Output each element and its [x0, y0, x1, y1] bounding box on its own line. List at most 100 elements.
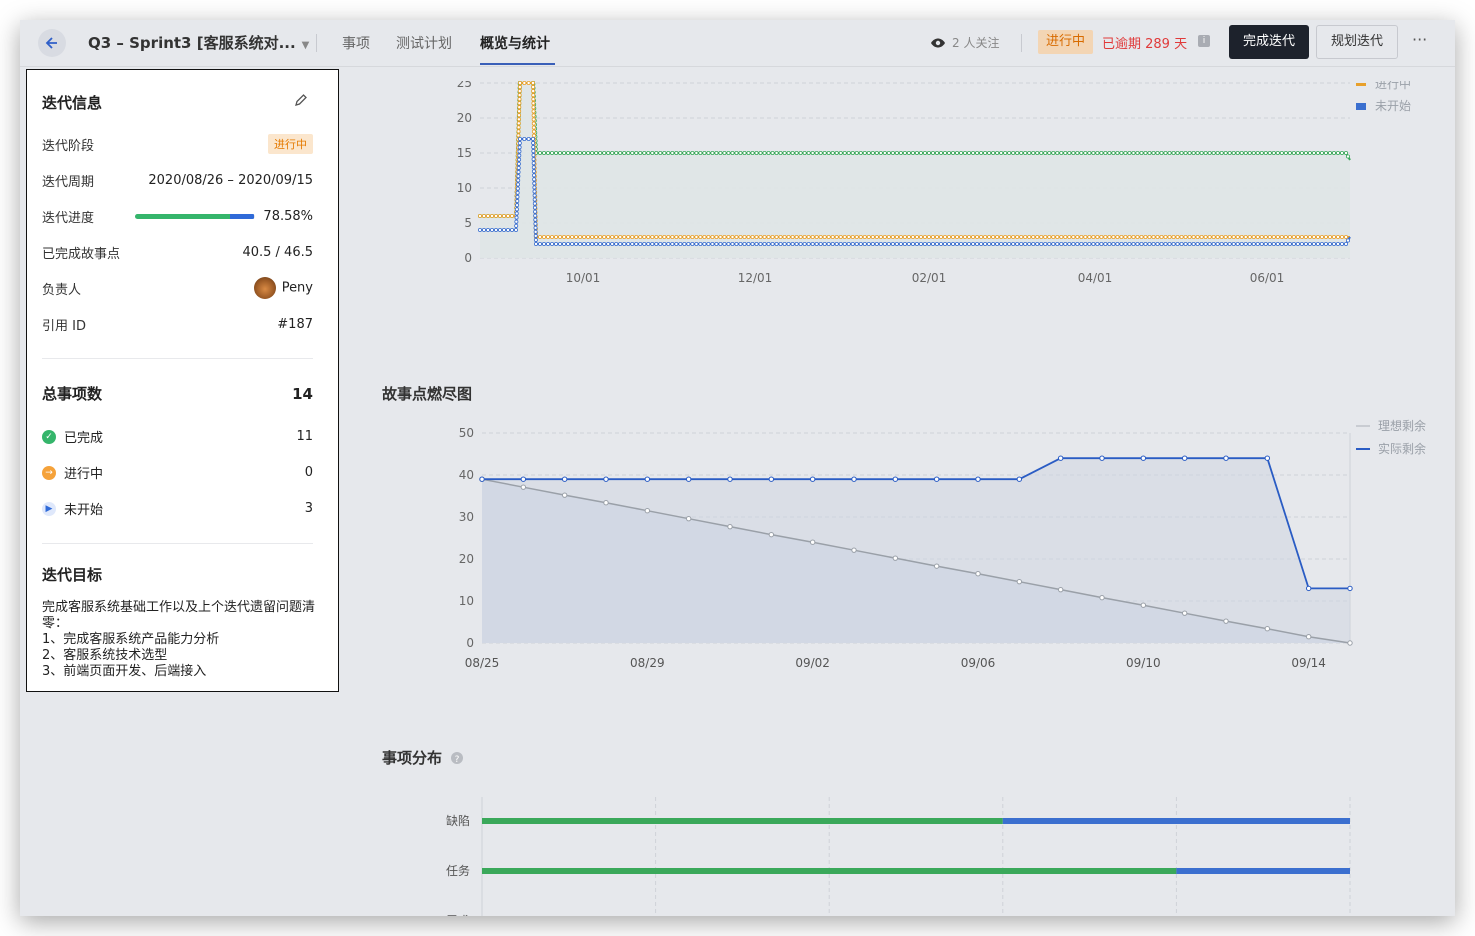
data-point [1203, 151, 1208, 156]
data-point [854, 234, 859, 239]
category-label: 需求 [446, 914, 470, 916]
data-point [750, 241, 755, 246]
data-point [532, 193, 537, 198]
more-icon[interactable]: ··· [1412, 30, 1428, 49]
data-point [634, 151, 639, 156]
data-point [1279, 241, 1284, 246]
data-point [1319, 241, 1324, 246]
data-point [814, 234, 819, 239]
data-point [798, 234, 803, 239]
data-point [1227, 151, 1232, 156]
field-label: 引用 ID [42, 318, 86, 334]
data-point [618, 151, 623, 156]
info-icon[interactable]: i [1198, 35, 1210, 47]
data-point [898, 241, 903, 246]
data-point [531, 101, 536, 106]
data-point [638, 151, 643, 156]
tab-test-plan[interactable]: 测试计划 [396, 36, 452, 52]
tab-items[interactable]: 事项 [342, 36, 370, 52]
data-point [1047, 234, 1052, 239]
data-point [531, 85, 536, 90]
data-point [1335, 234, 1340, 239]
data-point [987, 234, 992, 239]
field-label: 负责人 [42, 282, 82, 298]
data-point [530, 137, 535, 142]
data-point [991, 151, 996, 156]
data-point [532, 197, 537, 202]
count-todo[interactable]: ▶ 未开始 3 [42, 499, 313, 518]
data-point [991, 234, 996, 239]
data-point [509, 227, 514, 232]
data-point [758, 234, 763, 239]
data-point [955, 241, 960, 246]
watchers[interactable]: 2 人关注 [930, 34, 999, 51]
data-point [910, 151, 915, 156]
data-point [598, 241, 603, 246]
data-point [1159, 241, 1164, 246]
data-point [1271, 151, 1276, 156]
burndown-title: 故事点燃尽图 [382, 385, 472, 403]
data-point [516, 174, 521, 179]
data-point [1159, 151, 1164, 156]
data-point [730, 151, 735, 156]
data-point [517, 113, 522, 118]
data-point [662, 151, 667, 156]
data-point [578, 151, 583, 156]
tab-overview[interactable]: 概览与统计 [480, 36, 550, 52]
data-point [531, 113, 536, 118]
actual-point [1264, 455, 1271, 461]
data-point [1199, 241, 1204, 246]
owner[interactable]: Peny [253, 277, 313, 299]
data-point [1011, 151, 1016, 156]
help-icon[interactable]: ? [451, 752, 463, 765]
data-point [686, 151, 691, 156]
data-point [963, 151, 968, 156]
data-point [806, 151, 811, 156]
data-point [890, 151, 895, 156]
data-point [1023, 234, 1028, 239]
data-point [1035, 234, 1040, 239]
status-badge: 进行中 [1038, 30, 1094, 54]
data-point [533, 229, 538, 234]
data-point [794, 241, 799, 246]
ideal-point [1223, 618, 1229, 624]
back-button[interactable] [38, 29, 66, 57]
data-point [834, 241, 839, 246]
data-point [738, 241, 743, 246]
plan-iteration-button[interactable]: 规划迭代 [1316, 25, 1398, 59]
data-point [622, 151, 627, 156]
data-point [516, 165, 521, 170]
ideal-point [768, 531, 775, 538]
data-point [1107, 151, 1112, 156]
data-point [1179, 234, 1184, 239]
data-point [1159, 234, 1164, 239]
data-point [1151, 151, 1156, 156]
field-period: 迭代周期 2020/08/26 – 2020/09/15 [42, 170, 313, 190]
data-point [690, 151, 695, 156]
data-point [1191, 234, 1196, 239]
data-point [734, 234, 739, 239]
data-point [1003, 234, 1008, 239]
complete-iteration-button[interactable]: 完成迭代 [1229, 25, 1309, 59]
data-point [1023, 151, 1028, 156]
edit-icon[interactable] [294, 93, 308, 107]
data-point [594, 241, 599, 246]
data-point [934, 234, 939, 239]
stage-badge: 进行中 [268, 134, 313, 154]
data-point [1163, 234, 1168, 239]
data-point [1307, 241, 1312, 246]
count-done[interactable]: ✓ 已完成 11 [42, 427, 313, 446]
data-point [758, 151, 763, 156]
count-doing[interactable]: → 进行中 0 [42, 463, 313, 482]
data-point [1043, 234, 1048, 239]
data-point [1059, 151, 1064, 156]
data-point [501, 213, 506, 218]
data-point [515, 186, 520, 191]
data-point [670, 151, 675, 156]
ideal-point [1264, 626, 1271, 632]
iteration-title[interactable]: Q3 – Sprint3 [客服系统对... ▼ [88, 34, 310, 52]
actual-point [1016, 476, 1023, 482]
y-tick-label: 30 [459, 510, 474, 524]
data-point [1043, 241, 1048, 246]
